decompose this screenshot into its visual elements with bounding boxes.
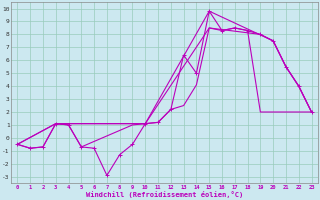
X-axis label: Windchill (Refroidissement éolien,°C): Windchill (Refroidissement éolien,°C) bbox=[86, 191, 243, 198]
